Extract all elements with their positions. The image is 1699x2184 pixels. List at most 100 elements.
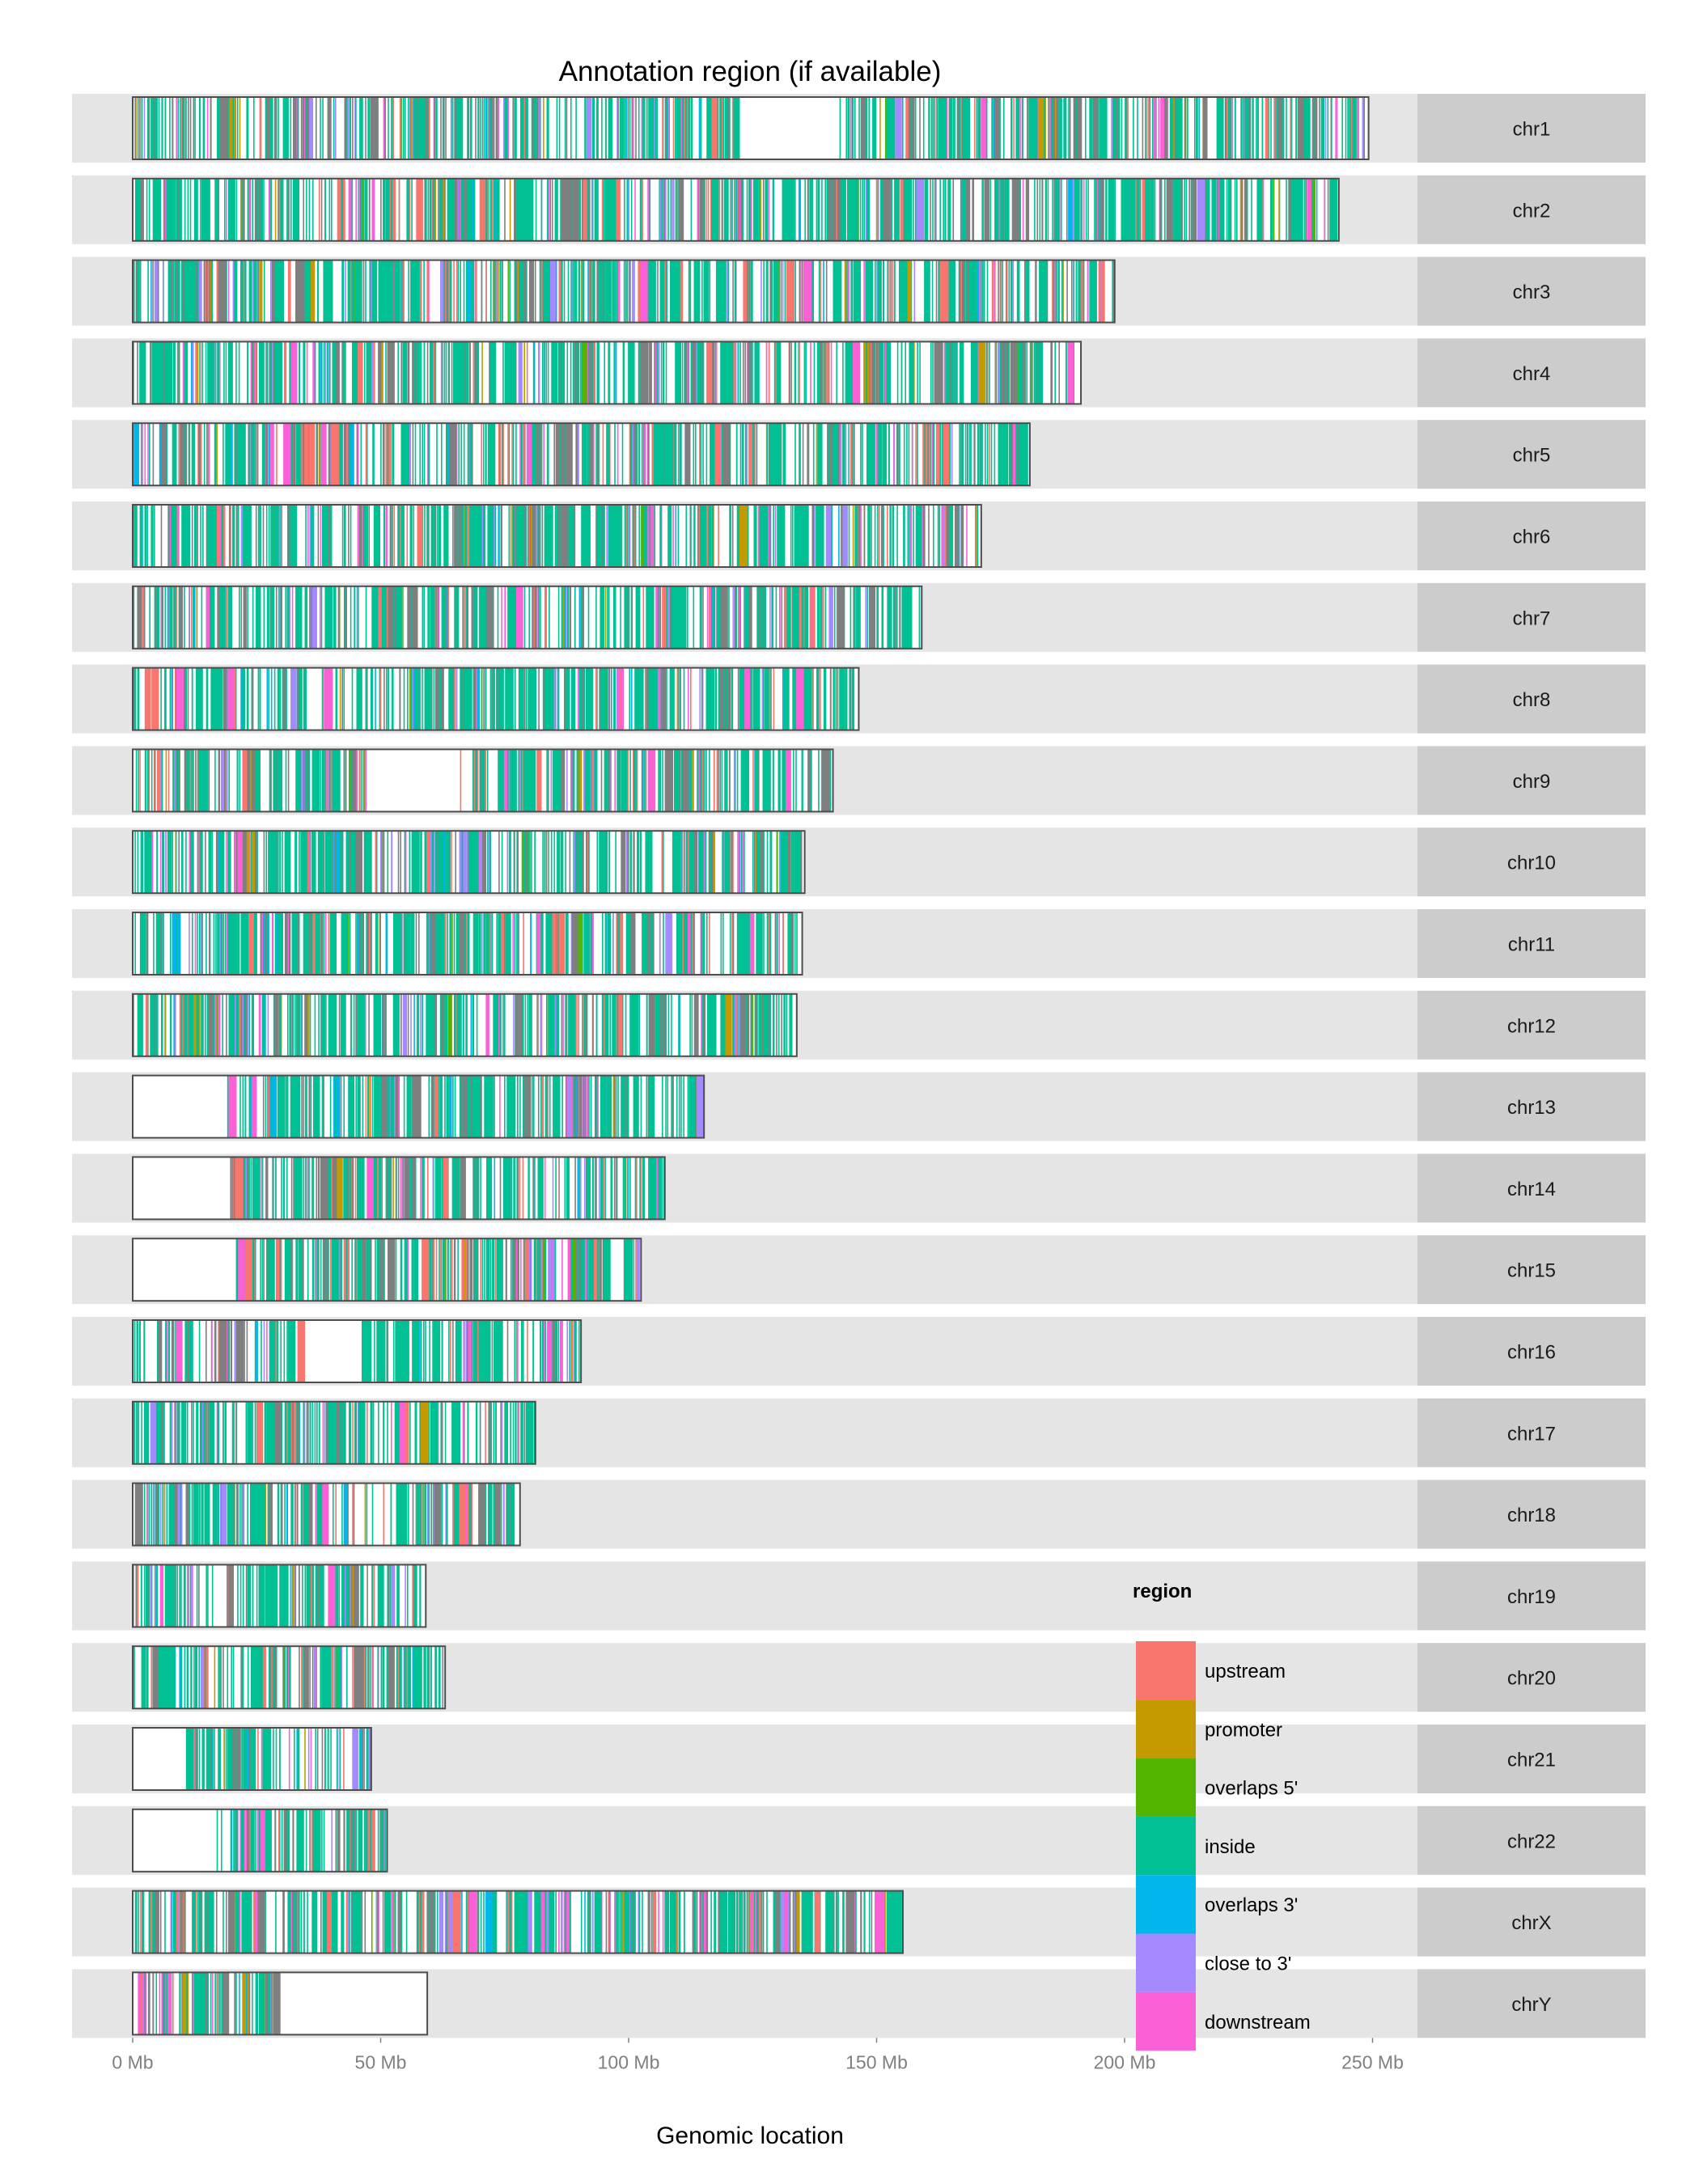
annotation-mark (1075, 97, 1078, 159)
annotation-mark (309, 831, 311, 894)
annotation-mark (420, 831, 422, 894)
annotation-mark (529, 260, 535, 323)
annotation-mark (170, 912, 172, 975)
annotation-mark (249, 423, 252, 486)
annotation-mark (550, 831, 553, 894)
annotation-mark (557, 586, 560, 649)
annotation-mark (197, 505, 198, 567)
annotation-mark (1019, 178, 1021, 241)
annotation-mark (294, 178, 296, 241)
annotation-mark (350, 505, 352, 567)
annotation-mark (736, 423, 738, 486)
annotation-mark (876, 260, 878, 323)
annotation-mark (141, 586, 144, 649)
annotation-mark (753, 505, 756, 567)
annotation-mark (952, 97, 955, 159)
annotation-mark (250, 260, 252, 323)
annotation-mark (896, 505, 898, 567)
annotation-mark (281, 505, 282, 567)
annotation-mark (219, 505, 222, 567)
annotation-mark (986, 260, 989, 323)
annotation-mark (578, 260, 580, 323)
annotation-mark (392, 423, 393, 486)
annotation-mark (371, 667, 372, 730)
annotation-mark (301, 667, 303, 730)
annotation-mark (504, 341, 511, 404)
annotation-mark (441, 423, 443, 486)
annotation-mark (575, 831, 577, 894)
annotation-mark (135, 505, 137, 567)
annotation-mark (476, 341, 477, 404)
annotation-mark (1030, 97, 1032, 159)
annotation-mark (177, 97, 179, 159)
annotation-mark (169, 667, 172, 730)
annotation-mark (469, 505, 477, 567)
annotation-mark (409, 423, 411, 486)
annotation-mark (305, 749, 311, 812)
annotation-mark (227, 912, 233, 975)
annotation-mark (1099, 178, 1101, 241)
annotation-mark (789, 341, 790, 404)
annotation-mark (218, 341, 221, 404)
annotation-mark (742, 831, 744, 894)
annotation-mark (257, 667, 260, 730)
annotation-mark (896, 423, 899, 486)
annotation-mark (854, 586, 856, 649)
annotation-mark (566, 423, 573, 486)
annotation-mark (866, 178, 869, 241)
annotation-mark (287, 749, 290, 812)
annotation-mark (1035, 341, 1036, 404)
annotation-mark (503, 749, 511, 812)
annotation-mark (1114, 178, 1116, 241)
annotation-mark (189, 831, 191, 894)
annotation-mark (306, 341, 308, 404)
annotation-mark (169, 586, 172, 649)
annotation-mark (698, 505, 701, 567)
annotation-mark (134, 97, 136, 159)
annotation-mark (1113, 178, 1116, 241)
annotation-mark (816, 423, 818, 486)
annotation-mark (472, 749, 474, 812)
annotation-mark (540, 586, 541, 649)
annotation-mark (462, 586, 464, 649)
annotation-mark (150, 749, 153, 812)
annotation-mark (644, 97, 646, 159)
annotation-mark (270, 586, 273, 649)
annotation-mark (968, 423, 971, 486)
annotation-mark (745, 749, 748, 812)
annotation-mark (1007, 341, 1009, 404)
annotation-mark (816, 586, 819, 649)
annotation-mark (414, 423, 417, 486)
annotation-mark (1227, 97, 1230, 159)
annotation-mark (250, 749, 252, 812)
annotation-mark (1011, 97, 1012, 159)
annotation-mark (434, 178, 437, 241)
annotation-mark (278, 505, 281, 567)
annotation-mark (876, 586, 878, 649)
annotation-mark (502, 423, 503, 486)
strip-label-chr3: chr3 (1513, 281, 1551, 303)
annotation-mark (641, 97, 643, 159)
annotation-mark (780, 505, 786, 567)
annotation-mark (801, 586, 803, 649)
annotation-mark (312, 341, 316, 404)
annotation-mark (675, 586, 680, 649)
annotation-mark (782, 749, 784, 812)
annotation-mark (850, 423, 852, 486)
annotation-mark (318, 341, 320, 404)
annotation-mark (587, 912, 589, 975)
annotation-mark (214, 749, 216, 812)
annotation-mark (160, 505, 163, 567)
annotation-mark (425, 667, 427, 730)
annotation-mark (680, 260, 684, 323)
annotation-mark (279, 667, 282, 730)
annotation-mark (774, 912, 777, 975)
annotation-mark (1312, 178, 1314, 241)
annotation-mark (621, 831, 626, 894)
annotation-mark (839, 667, 845, 730)
annotation-mark (1294, 178, 1303, 241)
annotation-mark (956, 97, 961, 159)
annotation-mark (481, 423, 482, 486)
annotation-mark (146, 97, 149, 159)
annotation-mark (1051, 341, 1053, 404)
